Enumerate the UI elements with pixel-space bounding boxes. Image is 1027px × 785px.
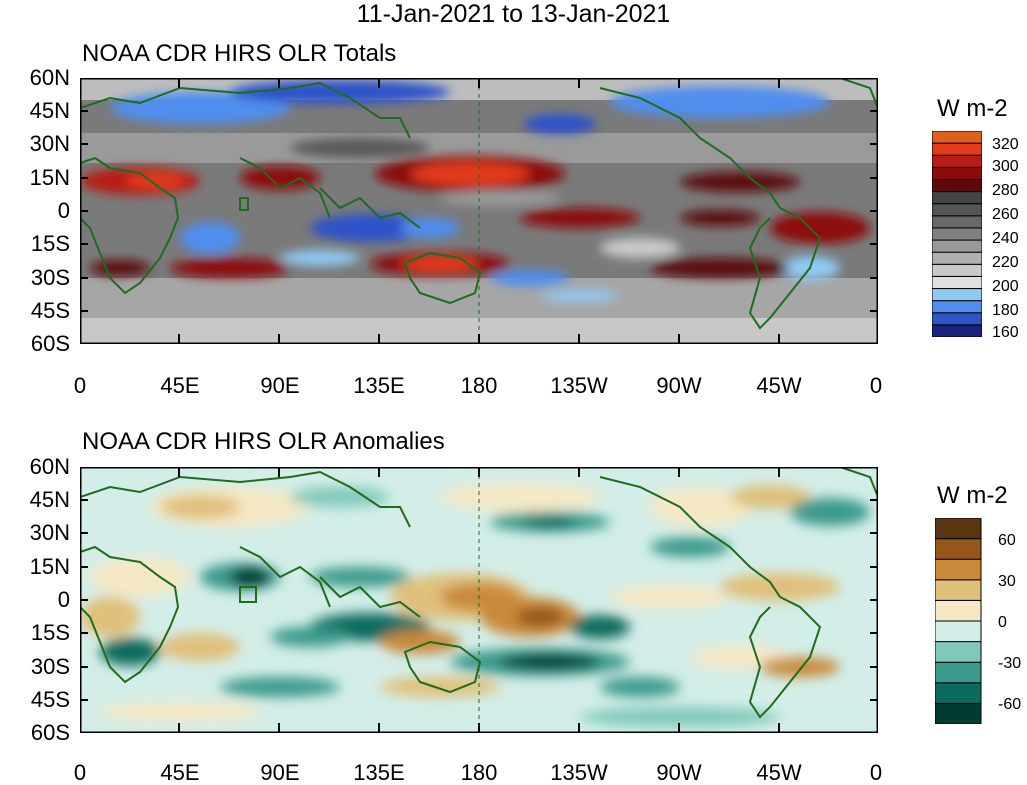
lat-label-totals: 30S [30,265,70,290]
lon-label-anomalies: 90E [260,760,300,785]
legend-label-anomalies: -30 [998,655,1022,672]
lat-label-anomalies: 30N [29,520,70,545]
legend-anomalies [935,518,985,724]
lat-label-anomalies: 0 [57,587,70,612]
lon-label-anomalies: 135E [353,760,405,785]
panel-title-totals: NOAA CDR HIRS OLR Totals [82,40,397,67]
legend-label-totals: 200 [992,278,1019,295]
legend-swatch-totals [932,239,982,253]
legend-swatch-totals [932,300,982,314]
legend-swatch-anomalies [935,620,982,643]
legend-label-anomalies: 30 [998,573,1016,590]
lon-label-totals: 0 [73,373,87,398]
lat-label-totals: 15N [29,165,70,190]
lon-label-anomalies: 0 [869,760,883,785]
lon-label-anomalies: 90W [656,760,702,785]
legend-swatch-totals [932,288,982,302]
legend-swatch-anomalies [935,558,982,581]
legend-swatch-totals [932,142,982,156]
lon-label-totals: 0 [869,373,883,398]
legend-swatch-totals [932,178,982,193]
legend-label-totals: 240 [992,230,1019,247]
legend-swatch-anomalies [935,641,982,663]
lat-label-totals: 30N [29,131,70,156]
lat-label-totals: 60N [29,65,70,90]
legend-swatch-anomalies [935,702,982,724]
legend-swatch-totals [932,275,982,290]
lat-label-anomalies: 30S [30,654,70,679]
legend-swatch-totals [932,227,982,241]
lon-label-anomalies: 180 [460,760,498,785]
lon-label-totals: 45W [756,373,802,398]
ticks-anomalies [80,467,878,733]
legend-label-totals: 260 [992,206,1019,223]
lat-label-anomalies: 15N [29,554,70,579]
legend-swatch-totals [932,251,982,265]
legend-label-totals: 300 [992,158,1019,175]
coastlines-totals [80,78,878,330]
legend-swatch-totals [932,191,982,205]
lon-label-anomalies: 135W [550,760,608,785]
lon-label-anomalies: 0 [73,760,87,785]
legend-label-totals: 220 [992,254,1019,271]
lon-label-totals: 90W [656,373,702,398]
lat-label-totals: 45N [29,98,70,123]
lat-label-anomalies: 60S [30,720,70,745]
lat-label-anomalies: 45S [30,687,70,712]
lon-label-anomalies: 45W [756,760,802,785]
legend-label-totals: 320 [992,136,1019,153]
legend-swatch-totals [932,203,982,217]
lon-label-totals: 135W [550,373,608,398]
legend-swatch-totals [932,312,982,326]
lon-label-anomalies: 45E [160,760,200,785]
lon-label-totals: 180 [460,373,498,398]
legend-swatch-totals [932,131,982,144]
legend-swatch-anomalies [935,538,982,560]
lon-label-totals: 90E [260,373,300,398]
legend-swatch-totals [932,215,982,229]
lon-label-totals: 45E [160,373,200,398]
legend-swatch-totals [932,166,982,180]
legend-swatch-totals [932,324,982,337]
lat-label-totals: 60S [30,331,70,356]
legend-label-totals: 180 [992,302,1019,319]
panel-title-anomalies: NOAA CDR HIRS OLR Anomalies [82,428,445,455]
legend-swatch-anomalies [935,661,982,684]
legend-swatch-totals [932,154,982,168]
legend-swatch-anomalies [935,518,982,540]
legend-totals [932,131,982,337]
lat-label-anomalies: 45N [29,487,70,512]
legend-swatch-anomalies [935,579,982,601]
lat-label-totals: 15S [30,231,70,256]
map-anomalies [80,467,878,733]
legend-colorbar-totals [932,131,982,337]
olr-anomalies-field [80,483,870,727]
legend-label-totals: 280 [992,182,1019,199]
legend-swatch-totals [932,263,982,277]
legend-label-anomalies: 60 [998,532,1016,549]
olr-totals-field [80,80,870,302]
map-anomalies-canvas [80,467,878,733]
legend-label-totals: 160 [992,324,1019,341]
map-totals [80,78,878,344]
map-totals-canvas [80,78,878,344]
legend-label-anomalies: -60 [998,696,1022,713]
lon-label-totals: 135E [353,373,405,398]
legend-swatch-anomalies [935,599,982,622]
coastlines-anomalies [80,467,878,719]
legend-swatch-anomalies [935,682,982,704]
lat-label-anomalies: 15S [30,620,70,645]
legend-label-anomalies: 0 [998,614,1007,631]
main-title: 11-Jan-2021 to 13-Jan-2021 [356,0,671,28]
lat-label-anomalies: 60N [29,454,70,479]
legend-title-totals: W m-2 [937,95,1008,122]
legend-colorbar-anomalies [935,518,982,724]
lat-label-totals: 45S [30,298,70,323]
lat-label-totals: 0 [57,198,70,223]
legend-title-anomalies: W m-2 [937,482,1008,509]
ticks-totals [80,78,878,344]
